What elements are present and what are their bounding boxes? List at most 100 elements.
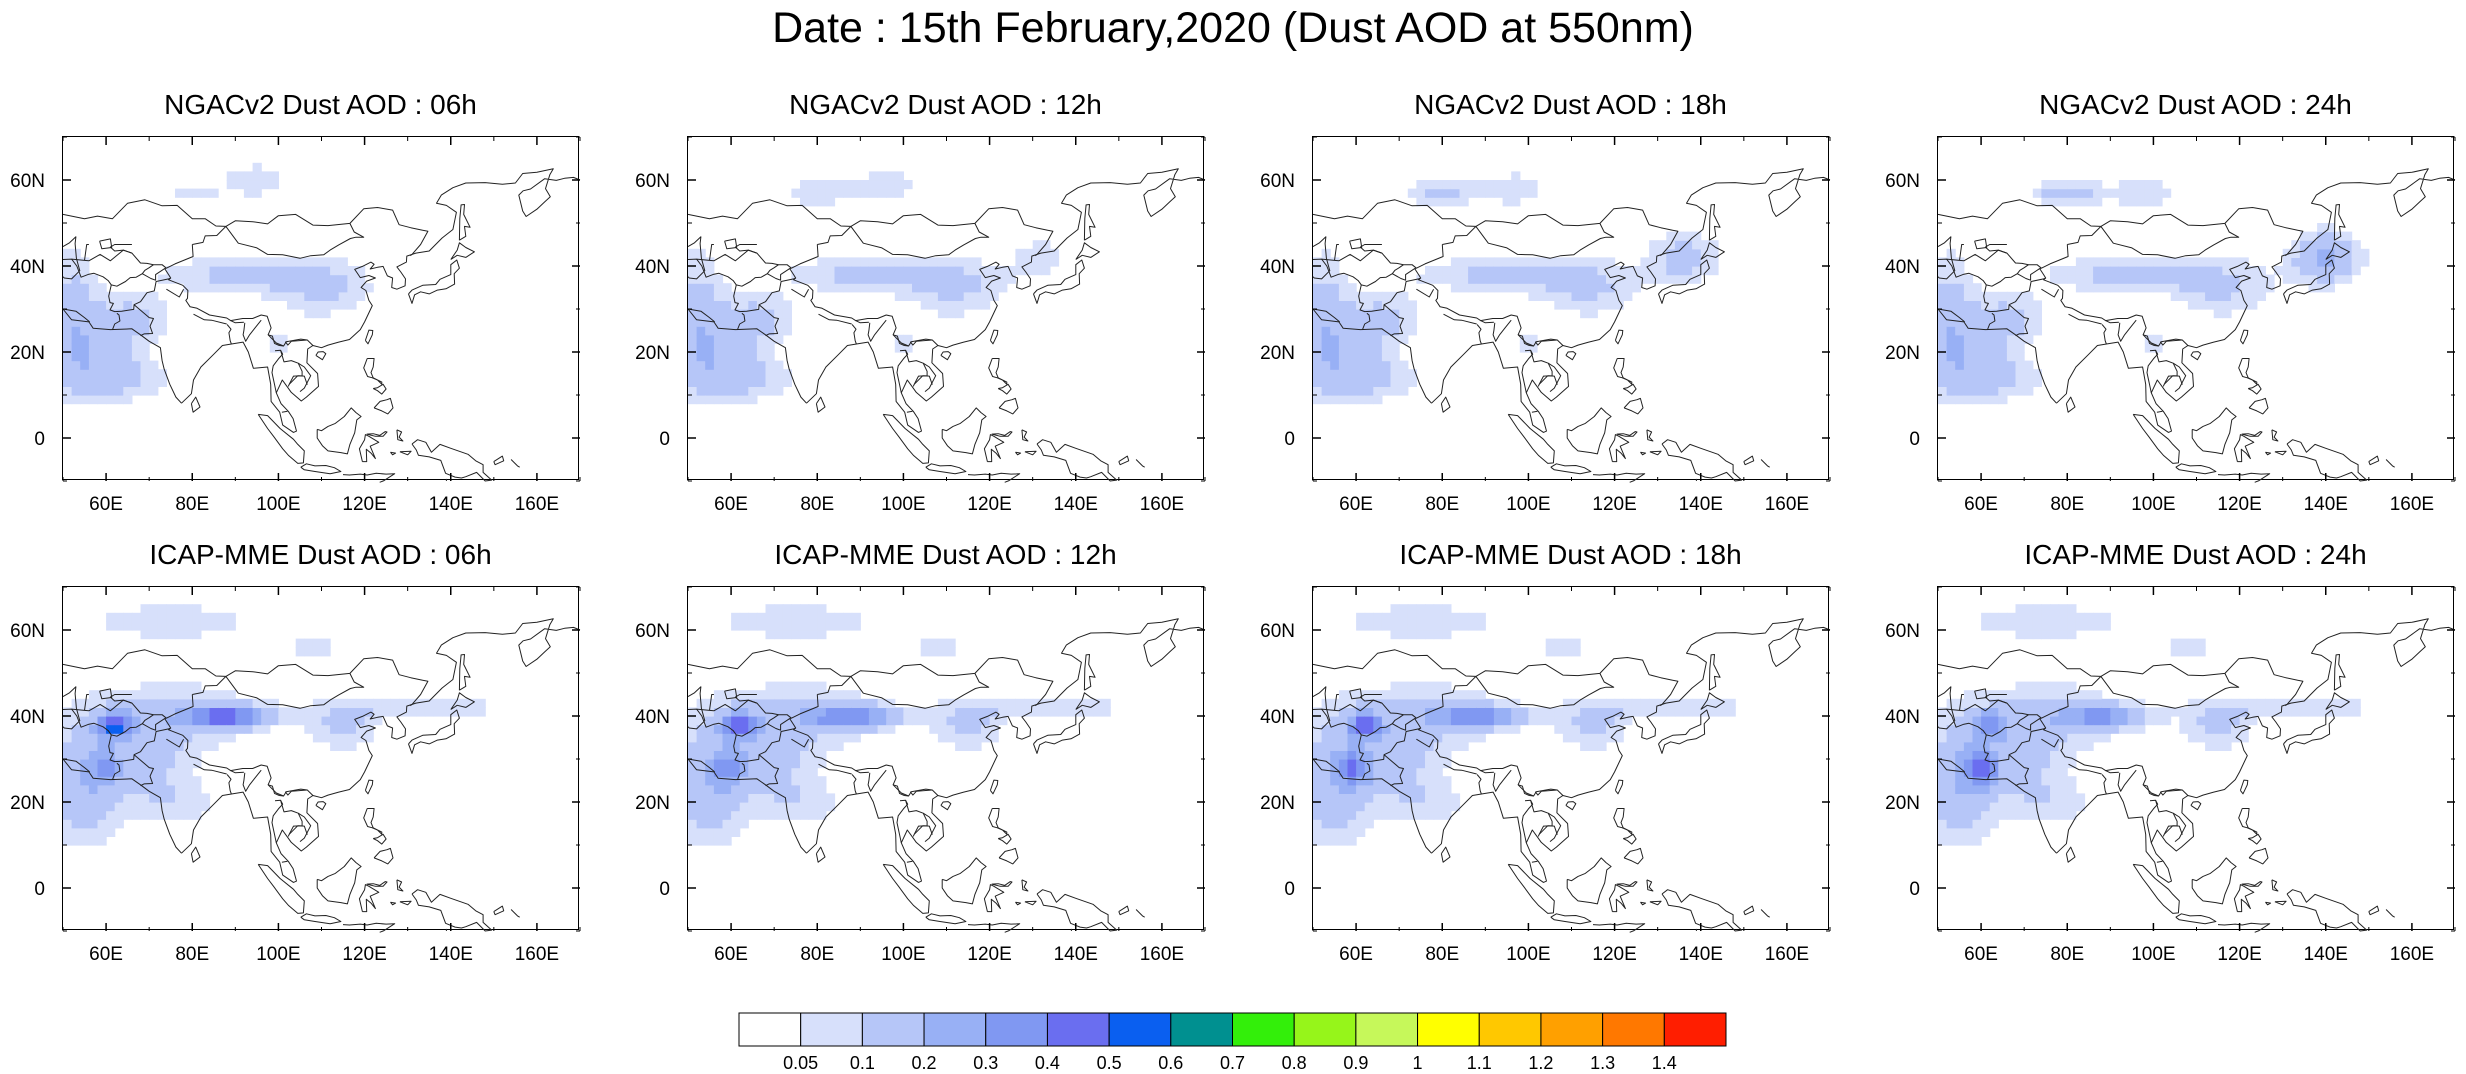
lon-tick-label: 60E	[1964, 944, 1998, 965]
panel-title-ngacv2-06h: NGACv2 Dust AOD : 06h	[164, 89, 477, 120]
lon-tick-label: 80E	[1425, 944, 1459, 965]
lon-tick-label: 60E	[714, 944, 748, 965]
lon-tick-label: 160E	[1765, 944, 1809, 965]
dust-aod-shading	[1938, 180, 2370, 405]
coastlines	[1312, 618, 1831, 933]
colorbar-swatch	[1602, 1012, 1665, 1047]
lat-tick-label: 0	[659, 429, 670, 450]
colorbar-swatch	[923, 1012, 987, 1047]
lat-tick-label: 20N	[10, 793, 45, 814]
coastlines	[687, 618, 1206, 933]
figure-title: Date : 15th February,2020 (Dust AOD at 5…	[772, 4, 1694, 52]
panel-title-icap-mme-18h: ICAP-MME Dust AOD : 18h	[1399, 539, 1742, 570]
lon-tick-label: 120E	[342, 944, 386, 965]
lat-tick-label: 0	[34, 429, 45, 450]
colorbar-label: 1.2	[1528, 1053, 1554, 1073]
lat-tick-label: 0	[1284, 879, 1295, 900]
colorbar-label: 0.05	[783, 1053, 819, 1073]
lon-tick-label: 100E	[2131, 944, 2175, 965]
lon-tick-label: 80E	[800, 944, 834, 965]
lat-tick-label: 20N	[1260, 343, 1295, 364]
lat-tick-label: 20N	[635, 793, 670, 814]
colorbar-swatch	[1540, 1012, 1604, 1047]
lon-tick-label: 120E	[967, 944, 1011, 965]
lon-tick-label: 120E	[342, 494, 386, 515]
dust-aod-shading	[1313, 604, 1736, 846]
lat-tick-label: 40N	[1885, 257, 1920, 278]
coastlines	[1937, 168, 2456, 483]
lon-tick-label: 60E	[1964, 494, 1998, 515]
lon-tick-label: 100E	[256, 944, 300, 965]
lat-tick-label: 40N	[10, 257, 45, 278]
coastlines	[687, 168, 1206, 483]
colorbar-swatch	[1108, 1012, 1172, 1047]
lon-tick-label: 120E	[2217, 944, 2261, 965]
lat-tick-label: 60N	[10, 621, 45, 642]
lon-tick-label: 140E	[429, 494, 473, 515]
coastlines	[62, 168, 581, 483]
lon-tick-label: 160E	[515, 944, 559, 965]
map-panel-icap-mme-18h: 60E 80E 100E 120E 140E 160E 60N 40N 20N 0	[1260, 586, 1831, 965]
coastlines	[1312, 168, 1831, 483]
colorbar-label: 0.9	[1343, 1053, 1369, 1073]
panel-title-ngacv2-18h: NGACv2 Dust AOD : 18h	[1414, 89, 1727, 120]
lon-tick-label: 80E	[2050, 944, 2084, 965]
map-panel-ngacv2-06h: 60E 80E 100E 120E 140E 160E 60N 40N 20N 0	[10, 136, 581, 515]
colorbar-swatch	[738, 1012, 802, 1047]
lon-tick-label: 120E	[967, 494, 1011, 515]
lon-tick-label: 160E	[1765, 494, 1809, 515]
colorbar-swatch	[1046, 1012, 1110, 1047]
lat-tick-label: 40N	[635, 707, 670, 728]
lon-tick-label: 140E	[1679, 494, 1723, 515]
lon-tick-label: 140E	[1679, 944, 1723, 965]
lat-tick-label: 0	[1284, 429, 1295, 450]
colorbar-label: 0.2	[911, 1053, 937, 1073]
lon-tick-label: 100E	[881, 494, 925, 515]
lat-tick-label: 20N	[1885, 343, 1920, 364]
lon-tick-label: 80E	[1425, 494, 1459, 515]
map-panel-icap-mme-24h: 60E 80E 100E 120E 140E 160E 60N 40N 20N 0	[1885, 586, 2456, 965]
aod-colorbar	[738, 1012, 1727, 1047]
colorbar-label: 1.1	[1466, 1053, 1492, 1073]
lat-tick-label: 40N	[1885, 707, 1920, 728]
lat-tick-label: 0	[1909, 879, 1920, 900]
colorbar-swatch	[1355, 1012, 1419, 1047]
lon-tick-label: 80E	[2050, 494, 2084, 515]
map-canvas: 60E 80E 100E 120E 140E 160E 60N 40N 20N 0	[1885, 586, 2456, 965]
map-panel-icap-mme-12h: 60E 80E 100E 120E 140E 160E 60N 40N 20N 0	[635, 586, 1206, 965]
lat-tick-label: 0	[659, 879, 670, 900]
lon-tick-label: 60E	[1339, 494, 1373, 515]
lat-tick-label: 60N	[10, 171, 45, 192]
lon-tick-label: 120E	[1592, 494, 1636, 515]
lon-tick-label: 100E	[256, 494, 300, 515]
lat-tick-label: 60N	[1260, 171, 1295, 192]
lon-tick-label: 120E	[1592, 944, 1636, 965]
lon-tick-label: 60E	[1339, 944, 1373, 965]
lat-tick-label: 60N	[1885, 621, 1920, 642]
lon-tick-label: 120E	[2217, 494, 2261, 515]
lon-tick-label: 140E	[429, 944, 473, 965]
map-panel-ngacv2-24h: 60E 80E 100E 120E 140E 160E 60N 40N 20N 0	[1885, 136, 2456, 515]
lon-tick-label: 160E	[2390, 944, 2434, 965]
map-canvas: 60E 80E 100E 120E 140E 160E 60N 40N 20N 0	[10, 586, 581, 965]
lat-tick-label: 0	[1909, 429, 1920, 450]
map-canvas: 60E 80E 100E 120E 140E 160E 60N 40N 20N 0	[1260, 136, 1831, 515]
colorbar-swatch	[1293, 1012, 1357, 1047]
lat-tick-label: 60N	[635, 621, 670, 642]
colorbar-label: 0.4	[1034, 1053, 1060, 1073]
lat-tick-label: 60N	[635, 171, 670, 192]
lat-tick-label: 40N	[10, 707, 45, 728]
lon-tick-label: 80E	[175, 944, 209, 965]
lon-tick-label: 140E	[1054, 944, 1098, 965]
lon-tick-label: 160E	[2390, 494, 2434, 515]
lon-tick-label: 140E	[2304, 494, 2348, 515]
colorbar-label: 0.6	[1158, 1053, 1184, 1073]
coastlines	[1937, 618, 2456, 933]
colorbar-swatch	[1170, 1012, 1233, 1047]
colorbar-label: 0.7	[1219, 1053, 1246, 1073]
lon-tick-label: 60E	[89, 494, 123, 515]
map-panel-ngacv2-12h: 60E 80E 100E 120E 140E 160E 60N 40N 20N 0	[635, 136, 1206, 515]
dust-aod-shading	[1938, 604, 2361, 846]
lon-tick-label: 140E	[2304, 944, 2348, 965]
lat-tick-label: 20N	[635, 343, 670, 364]
